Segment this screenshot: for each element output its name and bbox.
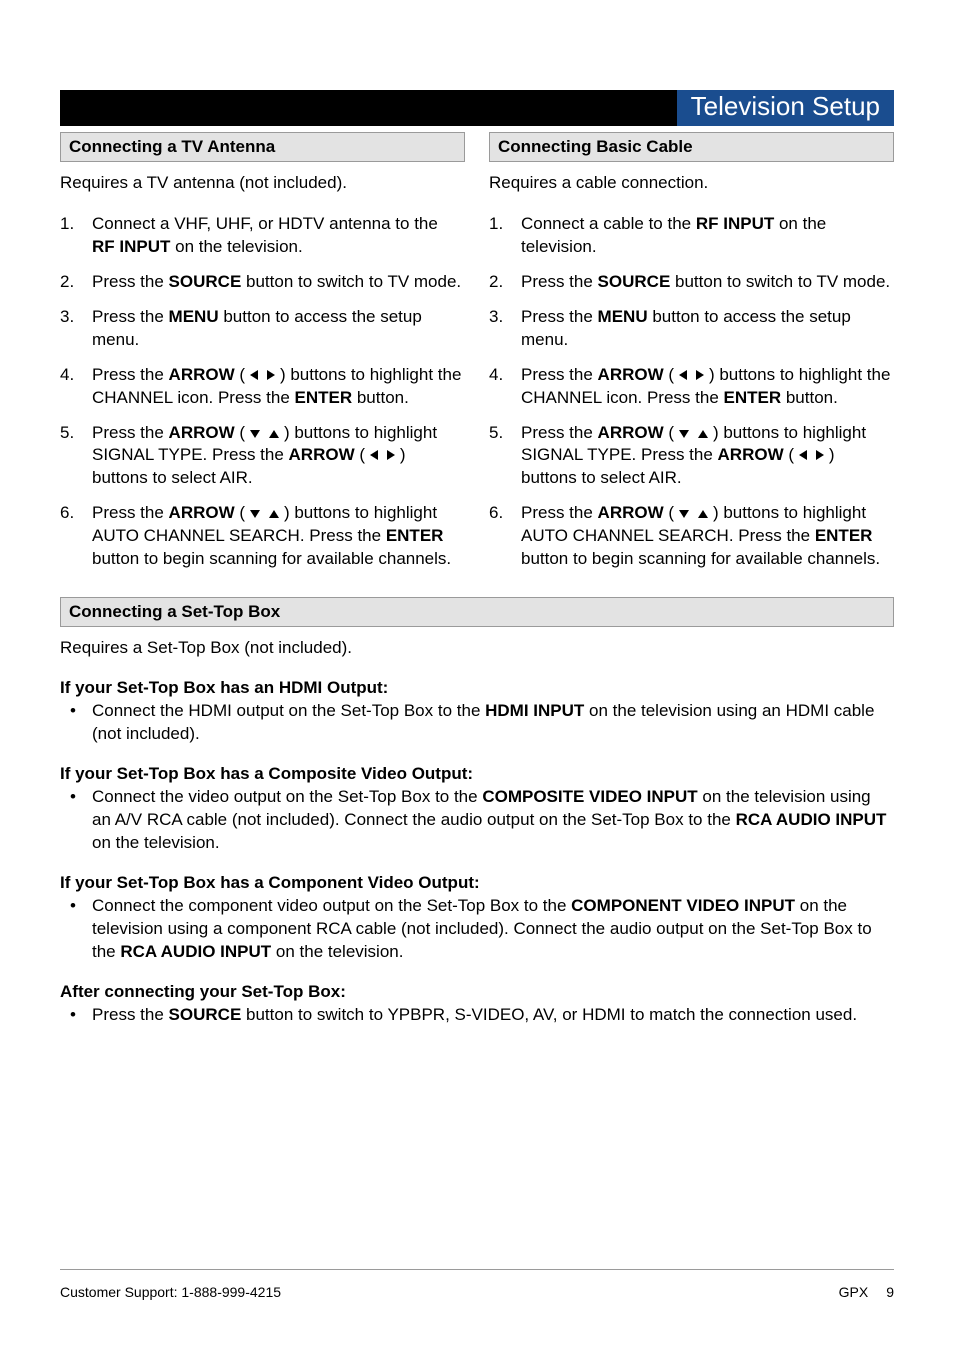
stb-bullet-list: Connect the video output on the Set-Top … <box>60 786 894 855</box>
step-item: Press the ARROW ( ) buttons to highlight… <box>60 364 465 410</box>
step-item: Press the SOURCE button to switch to TV … <box>60 271 465 294</box>
stb-bullet: Connect the component video output on th… <box>60 895 894 964</box>
stb-bullet: Connect the video output on the Set-Top … <box>60 786 894 855</box>
footer-support: Customer Support: 1-888-999-4215 <box>60 1284 281 1300</box>
stb-header: Connecting a Set-Top Box <box>60 597 894 627</box>
step-item: Press the ARROW ( ) buttons to highlight… <box>489 364 894 410</box>
stb-subheading: If your Set-Top Box has a Component Vide… <box>60 873 894 893</box>
arrow-r-icon <box>696 364 704 387</box>
step-item: Press the SOURCE button to switch to TV … <box>489 271 894 294</box>
footer-right: GPX 9 <box>839 1284 894 1300</box>
step-item: Press the MENU button to access the setu… <box>60 306 465 352</box>
step-item: Press the MENU button to access the setu… <box>489 306 894 352</box>
stb-intro: Requires a Set-Top Box (not included). <box>60 637 894 660</box>
step-item: Connect a cable to the RF INPUT on the t… <box>489 213 894 259</box>
step-item: Connect a VHF, UHF, or HDTV antenna to t… <box>60 213 465 259</box>
arrow-u-icon <box>698 502 708 525</box>
stb-section: Connecting a Set-Top Box Requires a Set-… <box>60 597 894 1026</box>
arrow-u-icon <box>269 502 279 525</box>
footer-page: 9 <box>886 1284 894 1300</box>
footer-brand: GPX <box>839 1284 869 1300</box>
arrow-l-icon <box>370 444 378 467</box>
step-item: Press the ARROW ( ) buttons to highlight… <box>60 502 465 571</box>
left-column: Connecting a TV Antenna Requires a TV an… <box>60 132 465 583</box>
step-item: Press the ARROW ( ) buttons to highlight… <box>489 422 894 491</box>
arrow-l-icon <box>799 444 807 467</box>
antenna-header: Connecting a TV Antenna <box>60 132 465 162</box>
page-footer: Customer Support: 1-888-999-4215 GPX 9 <box>60 1269 894 1300</box>
right-column: Connecting Basic Cable Requires a cable … <box>489 132 894 583</box>
step-item: Press the ARROW ( ) buttons to highlight… <box>489 502 894 571</box>
arrow-r-icon <box>267 364 275 387</box>
stb-bullet-list: Connect the component video output on th… <box>60 895 894 964</box>
stb-bullet: Press the SOURCE button to switch to YPB… <box>60 1004 894 1027</box>
arrow-r-icon <box>387 444 395 467</box>
cable-header: Connecting Basic Cable <box>489 132 894 162</box>
arrow-d-icon <box>679 502 689 525</box>
stb-bullet-list: Connect the HDMI output on the Set-Top B… <box>60 700 894 746</box>
stb-subsections: If your Set-Top Box has an HDMI Output:C… <box>60 678 894 1026</box>
cable-steps: Connect a cable to the RF INPUT on the t… <box>489 213 894 571</box>
stb-subheading: If your Set-Top Box has an HDMI Output: <box>60 678 894 698</box>
two-column-layout: Connecting a TV Antenna Requires a TV an… <box>60 132 894 583</box>
stb-subheading: After connecting your Set-Top Box: <box>60 982 894 1002</box>
antenna-intro: Requires a TV antenna (not included). <box>60 172 465 195</box>
arrow-r-icon <box>816 444 824 467</box>
arrow-d-icon <box>250 422 260 445</box>
antenna-steps: Connect a VHF, UHF, or HDTV antenna to t… <box>60 213 465 571</box>
stb-bullet: Connect the HDMI output on the Set-Top B… <box>60 700 894 746</box>
cable-intro: Requires a cable connection. <box>489 172 894 195</box>
arrow-d-icon <box>679 422 689 445</box>
arrow-u-icon <box>698 422 708 445</box>
arrow-d-icon <box>250 502 260 525</box>
arrow-l-icon <box>250 364 258 387</box>
stb-subheading: If your Set-Top Box has a Composite Vide… <box>60 764 894 784</box>
stb-bullet-list: Press the SOURCE button to switch to YPB… <box>60 1004 894 1027</box>
page-title: Television Setup <box>677 90 894 126</box>
arrow-l-icon <box>679 364 687 387</box>
step-item: Press the ARROW ( ) buttons to highlight… <box>60 422 465 491</box>
arrow-u-icon <box>269 422 279 445</box>
title-bar: Television Setup <box>60 90 894 126</box>
